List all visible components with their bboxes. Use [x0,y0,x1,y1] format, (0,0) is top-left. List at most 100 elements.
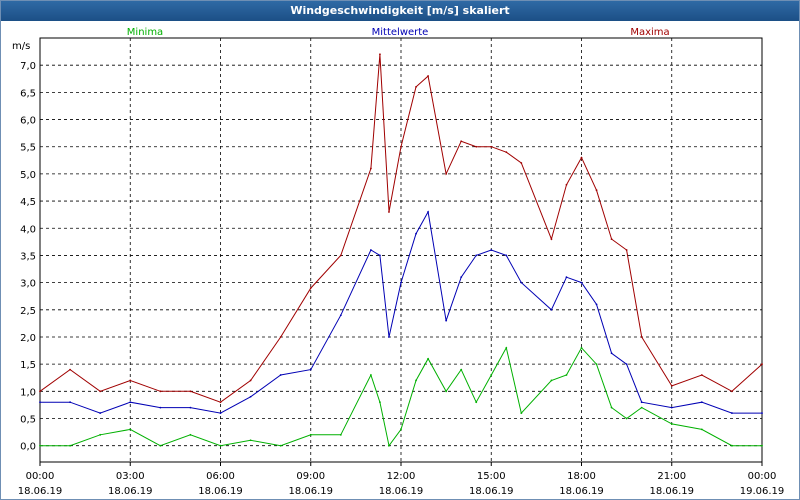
x-tick-time: 12:00 [387,471,416,482]
data-point-mittelwerte [670,406,673,409]
x-tick-time: 00:00 [748,471,777,482]
x-tick-date: 19.06.19 [740,486,785,497]
data-point-mittelwerte [279,374,282,376]
data-point-minima [159,444,162,447]
data-point-maxima [445,172,448,175]
data-point-minima [625,417,628,420]
data-point-mittelwerte [159,406,162,409]
data-point-maxima [640,336,643,338]
x-tick-time: 03:00 [116,471,145,482]
data-point-minima [379,401,381,404]
x-tick-date: 18.06.19 [559,486,604,497]
data-point-maxima [427,75,429,77]
data-point-maxima [219,401,222,404]
data-point-mittelwerte [69,401,71,404]
data-point-minima [505,346,508,349]
data-point-mittelwerte [595,303,598,306]
y-tick-label: 6,5 [20,88,36,99]
grid [39,37,763,466]
data-point-maxima [490,145,493,148]
x-tick-time: 21:00 [657,471,686,482]
y-tick-label: 5,5 [20,143,36,154]
data-point-minima [400,428,402,431]
y-tick-label: 0,0 [20,442,36,453]
data-point-maxima [731,390,733,393]
data-point-mittelwerte [388,336,390,338]
data-point-maxima [99,390,102,393]
data-point-mittelwerte [427,211,429,213]
data-point-minima [445,390,448,393]
legend-maxima: Maxima [630,27,669,38]
data-point-maxima [580,156,583,159]
data-point-minima [475,401,478,404]
data-point-maxima [159,390,162,393]
x-tick-time: 00:00 [26,471,55,482]
data-point-mittelwerte [490,249,493,251]
data-point-minima [99,433,102,436]
data-point-minima [580,346,583,349]
data-point-maxima [505,151,508,154]
data-point-maxima [39,390,41,393]
data-point-mittelwerte [520,281,523,284]
data-point-minima [39,444,41,447]
x-tick-time: 18:00 [567,471,596,482]
data-point-mittelwerte [129,401,132,404]
data-point-minima [249,439,252,442]
data-point-minima [520,412,523,414]
data-point-minima [415,379,417,382]
data-point-maxima [189,390,192,393]
data-point-maxima [460,140,463,143]
data-point-maxima [415,86,417,88]
data-point-minima [339,433,342,436]
series-lines [39,53,763,447]
data-point-mittelwerte [505,254,508,257]
data-point-minima [189,433,192,436]
y-axis-label: m/s [12,41,30,52]
data-point-mittelwerte [475,254,478,257]
data-point-maxima [595,189,598,192]
data-point-mittelwerte [400,281,402,284]
x-tick-date: 18.06.19 [198,486,243,497]
y-tick-label: 1,0 [20,387,36,398]
data-point-maxima [565,183,568,186]
x-tick-time: 15:00 [477,471,506,482]
data-point-mittelwerte [379,254,381,257]
legend-mittelwerte: Mittelwerte [372,27,429,38]
data-point-mittelwerte [445,319,448,322]
y-tick-label: 4,5 [20,197,36,208]
data-point-minima [640,406,643,409]
x-tick-date: 18.06.19 [379,486,424,497]
data-point-minima [565,374,568,376]
y-tick-label: 0,5 [20,415,36,426]
x-tick-time: 09:00 [296,471,325,482]
y-tick-label: 3,0 [20,279,36,290]
data-point-mittelwerte [731,412,733,414]
data-point-mittelwerte [610,352,613,355]
data-point-mittelwerte [700,401,703,404]
legend: Minima Mittelwerte Maxima [127,27,670,38]
y-tick-label: 1,5 [20,360,36,371]
data-point-mittelwerte [370,249,372,251]
data-point-mittelwerte [415,232,417,235]
data-point-maxima [279,336,282,338]
axes: m/s 0,0 0,5 1,0 1,5 2,0 2,5 3,0 3,5 4,0 4,5 5,0 5,5… [12,41,784,497]
data-point-mittelwerte [309,368,312,371]
data-point-minima [219,444,222,447]
data-point-minima [595,363,598,366]
data-point-maxima [69,368,71,371]
data-point-mittelwerte [219,412,222,414]
data-point-minima [460,368,463,371]
data-point-maxima [550,238,553,241]
data-point-maxima [129,379,132,382]
x-tick-date: 18.06.19 [18,486,63,497]
data-point-minima [700,428,703,431]
data-point-minima [610,406,613,409]
data-point-mittelwerte [625,363,628,366]
data-point-minima [670,423,673,425]
series-line-mittelwerte [40,210,762,414]
data-point-minima [309,433,312,436]
y-tick-label: 3,5 [20,251,36,262]
data-point-mittelwerte [550,308,553,311]
